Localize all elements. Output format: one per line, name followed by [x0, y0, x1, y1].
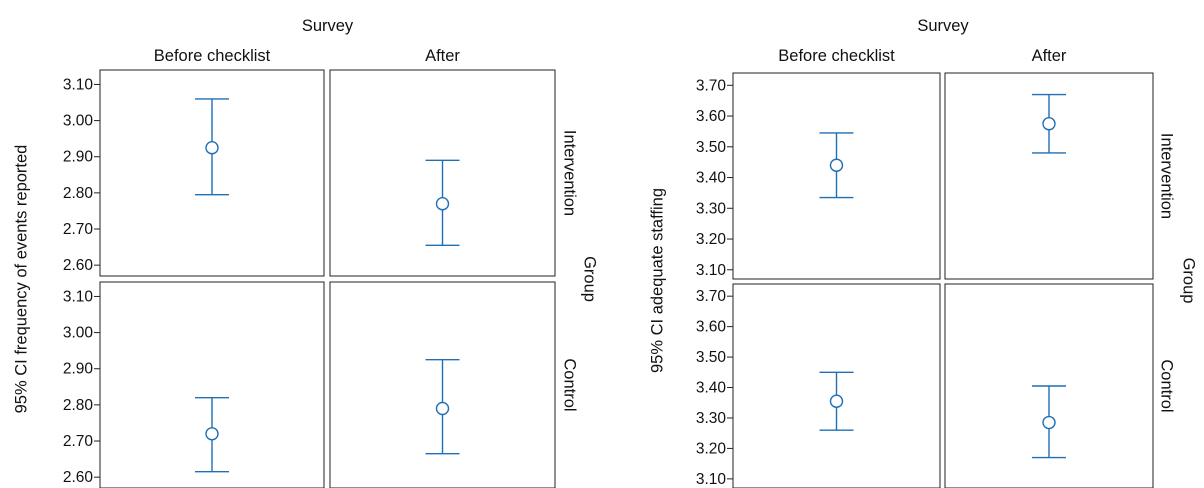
y-tick-label: 2.80 [63, 185, 94, 202]
y-tick-label: 2.60 [63, 257, 94, 274]
column-header: Before checklist [154, 47, 271, 65]
row-label: Intervention [1158, 133, 1176, 219]
mean-point [829, 158, 844, 172]
y-tick-label: 2.90 [63, 361, 94, 378]
mean-point [435, 401, 450, 416]
y-tick-label: 3.10 [696, 262, 727, 279]
row-label: Intervention [561, 130, 579, 216]
panel-frame [732, 72, 941, 280]
y-tick-label: 3.10 [696, 471, 727, 488]
mean-point [435, 197, 450, 211]
mean-point [1042, 117, 1056, 131]
panel-frame [944, 72, 1154, 280]
y-tick-label: 2.70 [63, 221, 94, 238]
panel-frame [944, 283, 1154, 488]
y-tick-label: 3.60 [696, 108, 727, 125]
y-tick-label: 3.10 [63, 76, 94, 93]
row-label: Control [561, 358, 579, 411]
panel-frame [99, 69, 325, 277]
mean-point [205, 141, 219, 155]
y-tick-label: 3.50 [696, 139, 727, 156]
column-header: After [1032, 47, 1067, 65]
y-tick-label: 3.20 [696, 231, 727, 248]
y-tick-label: 3.40 [696, 380, 727, 397]
mean-point [1042, 415, 1056, 430]
panel-frame [99, 281, 325, 488]
column-header: Before checklist [778, 47, 895, 65]
panel-frame [329, 281, 556, 488]
y-tick-label: 3.50 [696, 349, 727, 366]
column-header: After [425, 47, 460, 65]
y-tick-label: 3.30 [696, 200, 727, 217]
y-tick-label: 3.70 [696, 288, 727, 305]
row-label: Control [1158, 359, 1176, 412]
facet-row-title: Group [581, 256, 599, 302]
y-tick-label: 3.70 [696, 77, 727, 94]
facet-column-title: Survey [302, 17, 354, 35]
y-tick-label: 3.10 [63, 288, 94, 305]
panel-frame [732, 283, 941, 488]
y-tick-label: 2.70 [63, 433, 94, 450]
facet-row-title: Group [1180, 258, 1198, 304]
mean-point [205, 427, 219, 441]
y-tick-label: 3.00 [63, 325, 94, 342]
panel-frame [329, 69, 556, 277]
y-tick-label: 3.40 [696, 170, 727, 187]
facet-column-title: Survey [917, 17, 969, 35]
y-tick-label: 3.30 [696, 410, 727, 427]
chart-1: Survey Before checklist After 95% CI freque… [12, 17, 599, 488]
y-tick-label: 3.60 [696, 319, 727, 336]
mean-point [829, 394, 844, 408]
y-tick-label: 2.60 [63, 469, 94, 486]
y-tick-label: 3.20 [696, 440, 727, 457]
y-axis-label: 95% CI adequate staffing [648, 188, 666, 373]
y-tick-label: 2.90 [63, 149, 94, 166]
y-tick-label: 3.00 [63, 113, 94, 130]
y-tick-label: 2.80 [63, 397, 94, 414]
y-axis-label: 95% CI frequency of events reported [12, 145, 30, 414]
chart-2: Survey Before checklist After 95% CI adequa… [648, 17, 1198, 488]
